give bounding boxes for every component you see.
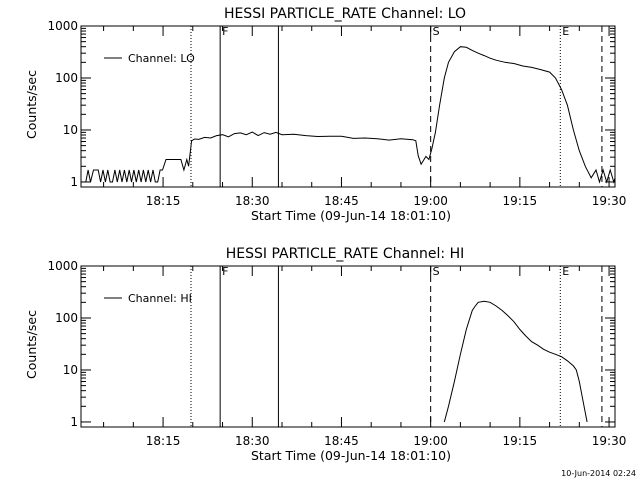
- x-tick-label: 18:30: [235, 434, 270, 448]
- x-tick-label: 19:00: [413, 434, 448, 448]
- y-tick-label: 100: [55, 311, 78, 325]
- y-axis-label: Counts/sec: [24, 310, 39, 379]
- x-tick-label: 19:15: [503, 434, 538, 448]
- x-tick-label: 18:45: [324, 434, 359, 448]
- x-tick-label: 18:15: [146, 194, 181, 208]
- plot-frame: [80, 25, 616, 188]
- plot-frame: [80, 265, 616, 428]
- chart-title: HESSI PARTICLE_RATE Channel: LO: [224, 6, 466, 22]
- flag-marker-e: E: [562, 265, 569, 278]
- flag-marker-e: E: [562, 25, 569, 38]
- x-tick-label: 18:15: [146, 434, 181, 448]
- x-tick-label: 19:30: [592, 194, 627, 208]
- flag-marker-f: F: [222, 265, 228, 278]
- y-tick-label: 1000: [47, 19, 78, 33]
- legend-entry: Channel: HI: [128, 292, 192, 305]
- y-tick-label: 1000: [47, 259, 78, 273]
- chart-panel-lo: HESSI PARTICLE_RATE Channel: LO F S E Channe…: [24, 6, 627, 223]
- x-axis-label: Start Time (09-Jun-14 18:01:10): [251, 448, 451, 463]
- x-tick-label: 19:15: [503, 194, 538, 208]
- chart-title: HESSI PARTICLE_RATE Channel: HI: [226, 246, 464, 262]
- x-tick-label: 18:30: [235, 194, 270, 208]
- x-tick-label: 18:45: [324, 194, 359, 208]
- footer-timestamp: 10-Jun-2014 02:24: [561, 469, 636, 478]
- flag-marker-s: S: [433, 265, 440, 278]
- y-tick-label: 10: [63, 123, 78, 137]
- series-line-lo: [81, 46, 615, 184]
- chart-panel-hi: HESSI PARTICLE_RATE Channel: HI F S E Channe…: [24, 246, 626, 463]
- y-tick-label: 10: [63, 363, 78, 377]
- series-line-hi: [443, 300, 588, 423]
- flag-marker-s: S: [433, 25, 440, 38]
- x-tick-label: 19:30: [592, 434, 627, 448]
- x-tick-label: 19:00: [413, 194, 448, 208]
- y-tick-label: 1: [70, 415, 78, 429]
- x-axis-label: Start Time (09-Jun-14 18:01:10): [251, 208, 451, 223]
- y-axis-label: Counts/sec: [24, 70, 39, 139]
- y-tick-label: 100: [55, 71, 78, 85]
- flag-marker-f: F: [222, 25, 228, 38]
- y-tick-label: 1: [70, 175, 78, 189]
- legend-entry: Channel: LO: [128, 52, 195, 65]
